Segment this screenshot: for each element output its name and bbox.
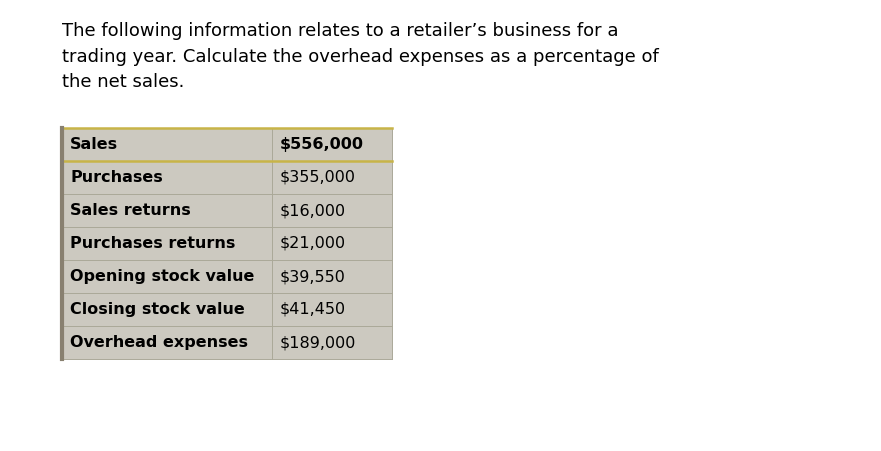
Text: $39,550: $39,550	[279, 269, 345, 284]
Text: $16,000: $16,000	[279, 203, 345, 218]
Text: The following information relates to a retailer’s business for a
trading year. C: The following information relates to a r…	[62, 22, 659, 92]
Bar	[62, 128, 271, 161]
Text: Purchases: Purchases	[70, 170, 163, 185]
Bar	[62, 161, 271, 194]
Text: Purchases returns: Purchases returns	[70, 236, 235, 251]
Text: Sales returns: Sales returns	[70, 203, 191, 218]
Bar	[62, 293, 271, 326]
Text: $189,000: $189,000	[279, 335, 356, 350]
Bar	[62, 326, 271, 359]
Bar	[271, 128, 392, 161]
Bar	[271, 293, 392, 326]
Bar	[62, 260, 271, 293]
Text: Overhead expenses: Overhead expenses	[70, 335, 248, 350]
Bar	[271, 194, 392, 227]
Bar	[62, 227, 271, 260]
Text: Sales: Sales	[70, 137, 118, 152]
Bar	[271, 326, 392, 359]
Text: $556,000: $556,000	[279, 137, 364, 152]
Text: $41,450: $41,450	[279, 302, 345, 317]
Text: Opening stock value: Opening stock value	[70, 269, 255, 284]
Bar	[62, 194, 271, 227]
Bar	[271, 260, 392, 293]
Bar	[271, 161, 392, 194]
Bar	[271, 227, 392, 260]
Text: $21,000: $21,000	[279, 236, 345, 251]
Text: $355,000: $355,000	[279, 170, 356, 185]
Text: Closing stock value: Closing stock value	[70, 302, 245, 317]
